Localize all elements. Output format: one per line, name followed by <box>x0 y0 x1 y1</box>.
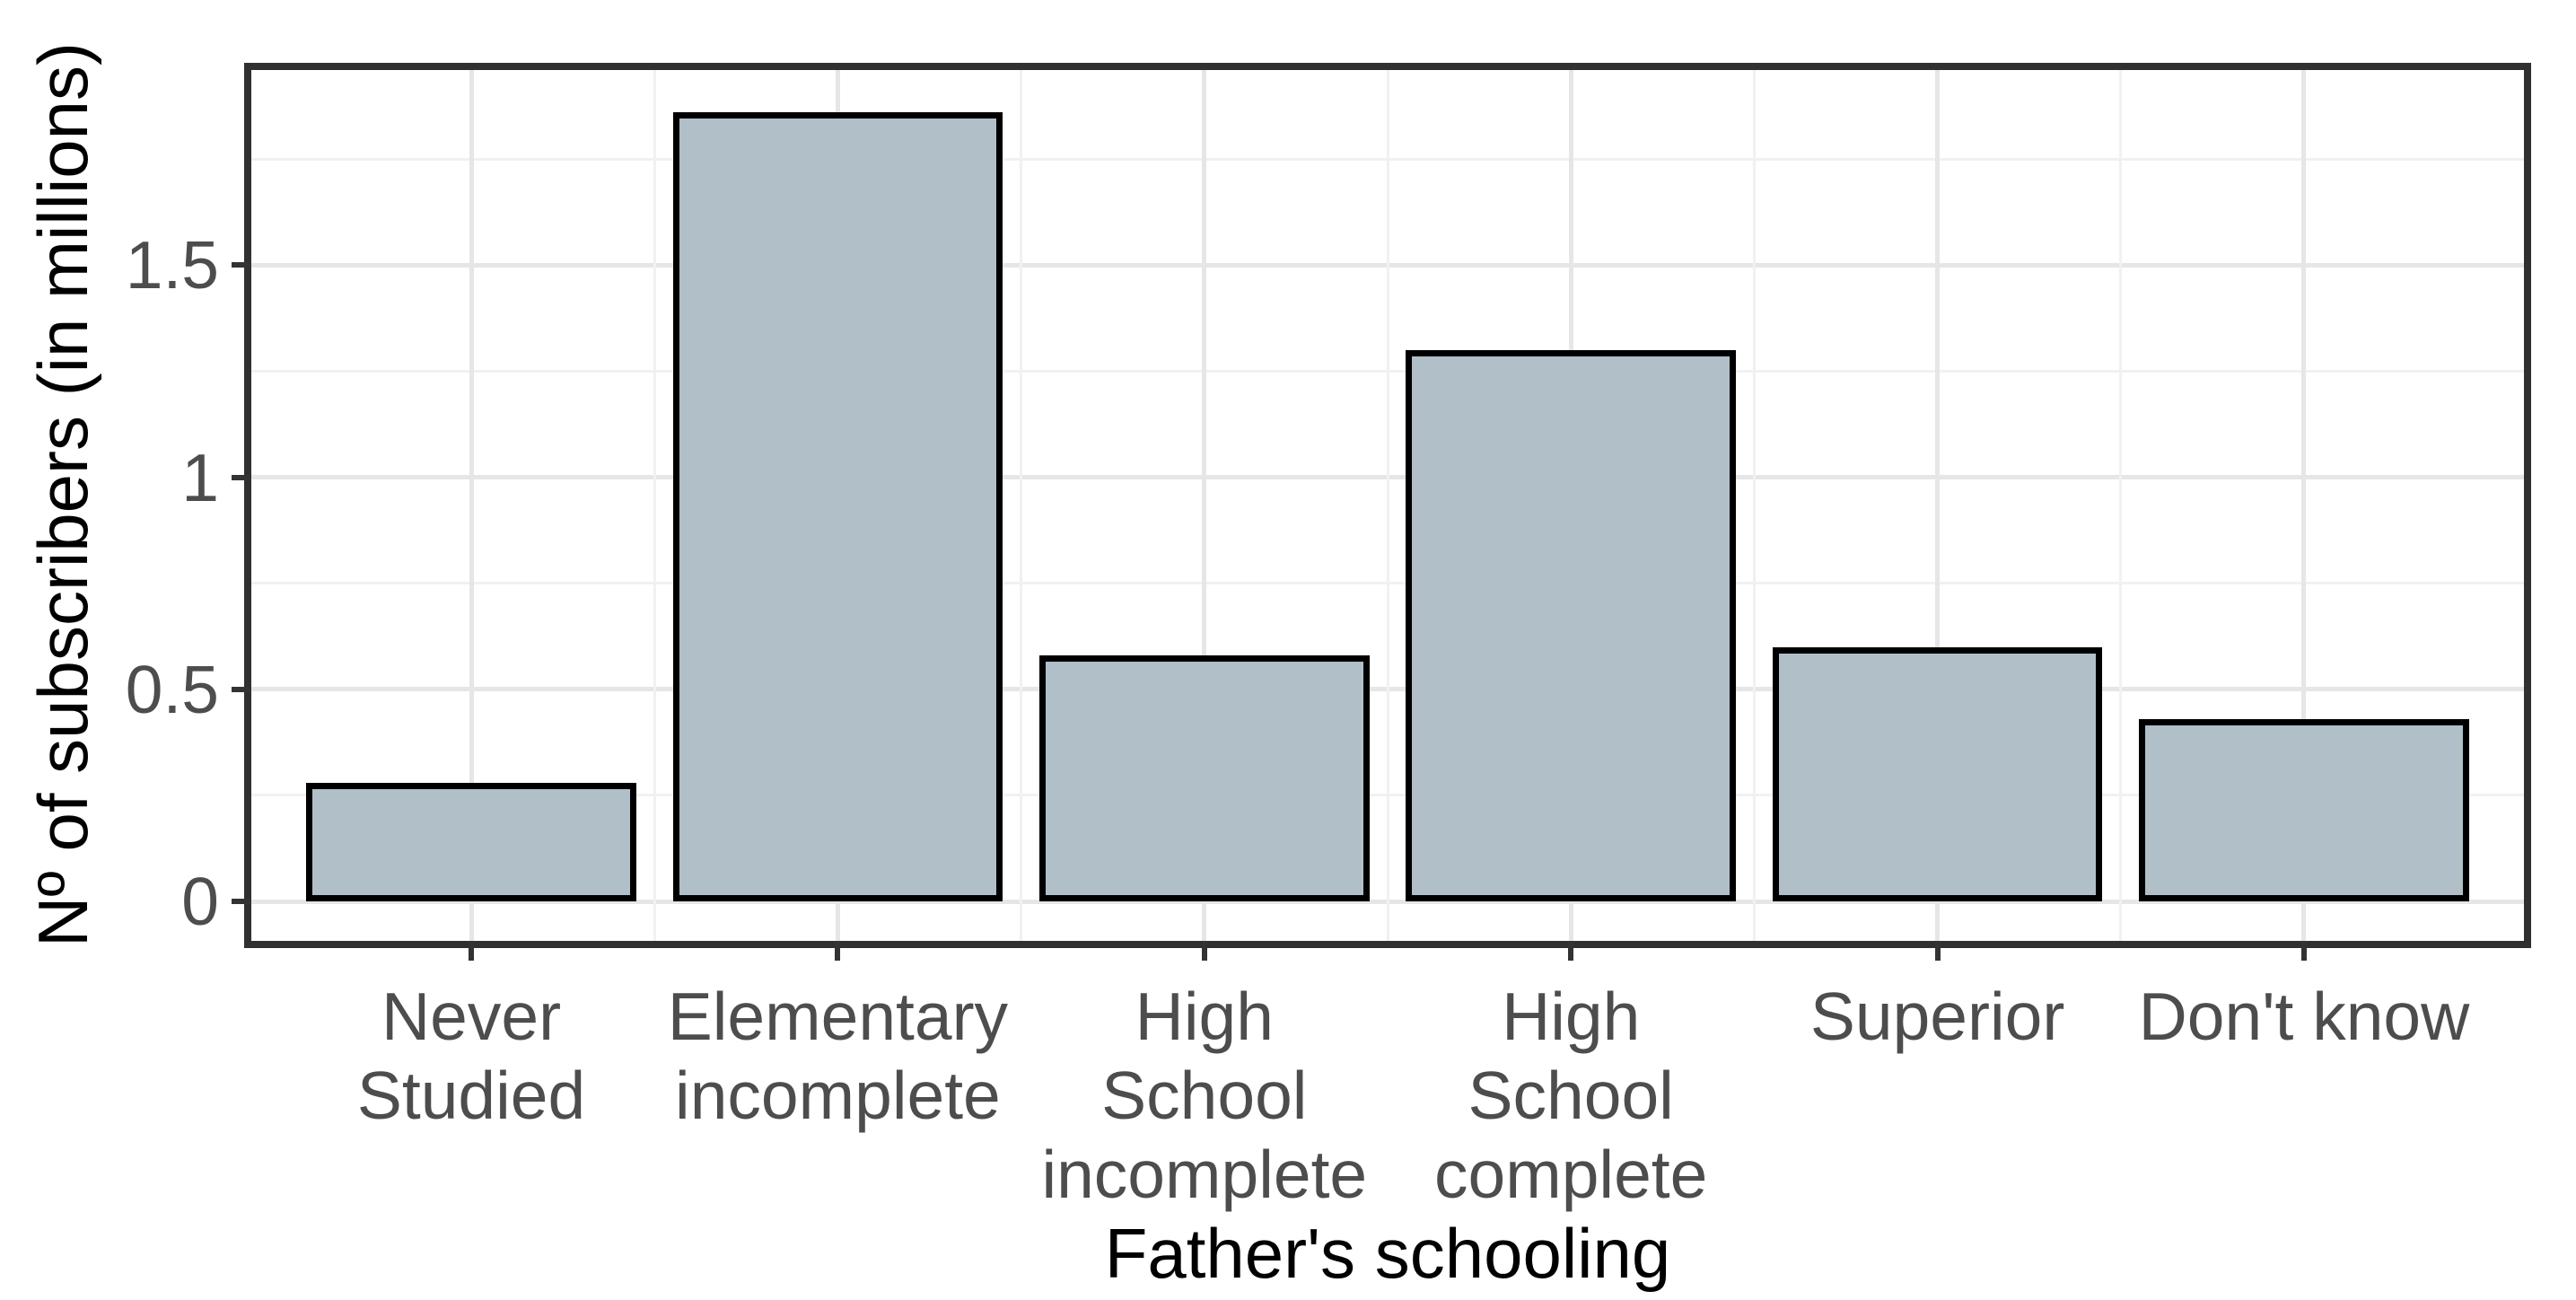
y-tick-label-1.5: 1.5 <box>125 227 219 303</box>
bar-high-school-incomplete <box>1039 655 1370 902</box>
y-tick-label-0.5: 0.5 <box>125 651 219 727</box>
y-tick-mark-1.5 <box>232 262 251 268</box>
x-tick-label-high-school-incomplete: High School incomplete <box>1041 979 1368 1212</box>
bar-never-studied <box>306 782 636 902</box>
x-tick-label-never-studied: Never Studied <box>356 979 586 1133</box>
x-tick-mark-never-studied <box>469 941 475 961</box>
x-tick-label-superior: Superior <box>1809 979 2065 1054</box>
bar-high-school-complete <box>1406 349 1736 902</box>
y-tick-mark-0.5 <box>232 686 251 692</box>
x-tick-label-dont-know: Don't know <box>2138 979 2470 1054</box>
gridline-major-x-1 <box>469 70 474 941</box>
gridline-minor-x-3 <box>1386 70 1389 941</box>
y-axis-title: Nº of subscribers (in millions) <box>23 41 102 948</box>
x-tick-mark-high-school-complete <box>1568 941 1574 961</box>
gridline-minor-x-4 <box>1752 70 1756 941</box>
bar-elementary-incomplete <box>672 112 1003 902</box>
y-tick-mark-0 <box>232 899 251 905</box>
x-tick-mark-elementary-incomplete <box>835 941 841 961</box>
x-tick-label-elementary-incomplete: Elementary incomplete <box>667 979 1009 1133</box>
gridline-major-x-5 <box>1935 70 1941 941</box>
y-tick-label-1: 1 <box>181 439 219 515</box>
gridline-minor-x-5 <box>2119 70 2123 941</box>
x-tick-label-high-school-complete: High School complete <box>1434 979 1708 1212</box>
bar-superior <box>1772 646 2103 902</box>
y-tick-label-0: 0 <box>181 864 219 940</box>
x-tick-mark-superior <box>1934 941 1941 961</box>
gridline-minor-x-1 <box>653 70 656 941</box>
gridline-major-x-6 <box>2301 70 2307 941</box>
plot-panel <box>244 63 2531 948</box>
gridline-major-x-3 <box>1202 70 1207 941</box>
bar-dont-know <box>2139 718 2469 902</box>
x-tick-mark-dont-know <box>2300 941 2307 961</box>
x-axis-title: Father's schooling <box>1104 1214 1671 1293</box>
x-tick-mark-high-school-incomplete <box>1201 941 1207 961</box>
gridline-minor-x-2 <box>1020 70 1023 941</box>
y-tick-mark-1 <box>232 474 251 480</box>
